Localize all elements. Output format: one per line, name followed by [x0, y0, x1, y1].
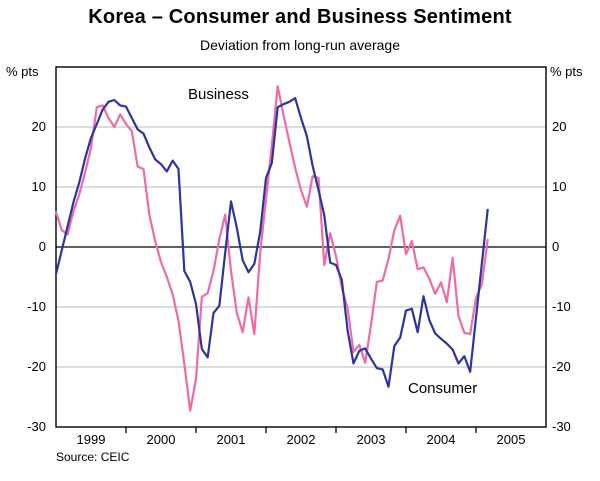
y-tick-label: -10 [27, 299, 46, 314]
x-year-label: 1999 [76, 432, 106, 447]
x-year-label: 2000 [146, 432, 176, 447]
source-note: Source: CEIC [56, 450, 130, 464]
y-tick-label: -30 [27, 419, 46, 434]
y-axis-unit-left: % pts [6, 64, 39, 79]
y-tick-label: 10 [31, 179, 46, 194]
y-tick-label: -10 [552, 299, 571, 314]
x-year-label: 2004 [426, 432, 456, 447]
y-tick-label: 0 [552, 239, 560, 254]
y-tick-label: 10 [552, 179, 567, 194]
y-tick-label: 20 [31, 119, 46, 134]
y-tick-label: -20 [552, 359, 571, 374]
x-year-label: 2002 [286, 432, 316, 447]
y-tick-label: 0 [38, 239, 46, 254]
chart-title: Korea – Consumer and Business Sentiment [88, 6, 512, 28]
series-line-business [54, 85, 489, 412]
x-year-label: 2003 [356, 432, 386, 447]
series-label-business: Business [188, 86, 249, 103]
series-line-consumer [54, 97, 489, 388]
series-label-consumer: Consumer [408, 380, 478, 397]
x-year-label: 2001 [216, 432, 246, 447]
plot-frame [55, 66, 547, 428]
y-tick-label: -30 [552, 419, 571, 434]
x-year-label: 2005 [496, 432, 526, 447]
chart-subtitle: Deviation from long-run average [200, 37, 400, 53]
y-tick-label: -20 [27, 359, 46, 374]
y-axis-unit-right: % pts [550, 64, 583, 79]
y-tick-label: 20 [552, 119, 567, 134]
